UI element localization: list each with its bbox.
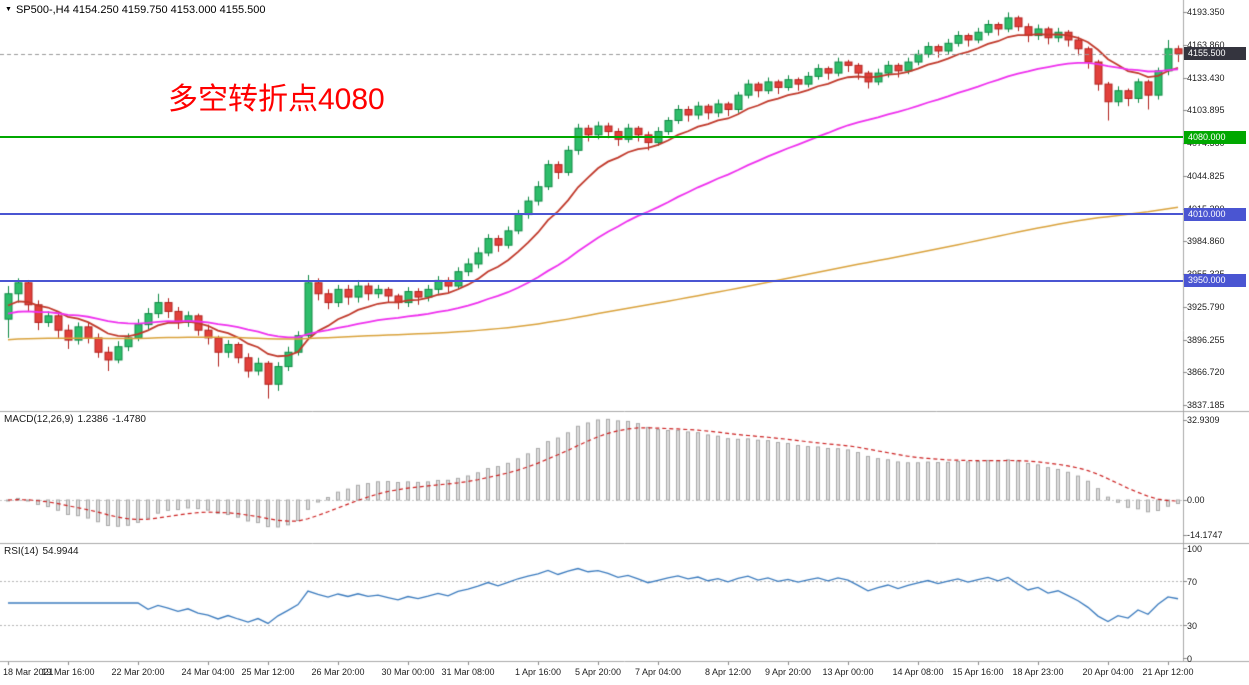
time-axis-label: 30 Mar 00:00 xyxy=(381,667,435,677)
time-axis-label: 7 Apr 04:00 xyxy=(634,667,682,677)
time-axis-label: 20 Apr 04:00 xyxy=(1082,667,1134,677)
price-tick-label: 4193.350 xyxy=(1187,7,1225,17)
price-tick-label: 4044.825 xyxy=(1187,170,1225,181)
macd-header: MACD(12,26,9) 1.2386 -1.4780 xyxy=(4,414,150,425)
price-tick-label: 3866.720 xyxy=(1187,367,1225,378)
rsi-axis-label: 70 xyxy=(1187,577,1198,587)
price-tick-label: 4133.430 xyxy=(1187,72,1225,83)
symbol-info: ▼ SP500-,H4 4154.250 4159.750 4153.000 41… xyxy=(5,4,266,16)
current-price-tag: 4155.500 xyxy=(1184,47,1246,61)
macd-axis-label: 32.9309 xyxy=(1187,414,1220,425)
horizontal-line-4010[interactable] xyxy=(0,213,1183,216)
price-tick-label: 3896.255 xyxy=(1187,334,1225,345)
collapse-triangle-icon[interactable]: ▼ xyxy=(5,6,12,13)
time-axis-label: 19 Mar 16:00 xyxy=(41,667,95,677)
macd-signal-value: -1.4780 xyxy=(112,414,146,425)
time-axis-label: 8 Apr 12:00 xyxy=(704,667,752,677)
rsi-label: RSI(14) xyxy=(4,546,39,557)
time-axis-label: 14 Apr 08:00 xyxy=(892,667,944,677)
price-tag-4080: 4080.000 xyxy=(1184,130,1246,144)
price-tick-label: 3984.860 xyxy=(1187,236,1225,247)
macd-axis-label: 0.00 xyxy=(1187,495,1205,505)
price-tick-label: 3955.325 xyxy=(1187,269,1225,279)
price-tick-label: 4163.860 xyxy=(1187,39,1225,50)
macd-axis-label: -14.1747 xyxy=(1187,529,1223,540)
price-tag-4010: 4010.000 xyxy=(1184,207,1246,221)
macd-value: 1.2386 xyxy=(77,414,109,425)
time-axis-label: 15 Apr 16:00 xyxy=(952,667,1004,677)
time-axis-label: 31 Mar 08:00 xyxy=(441,667,495,677)
time-axis-label: 5 Apr 20:00 xyxy=(574,667,622,677)
macd-label: MACD(12,26,9) xyxy=(4,414,74,425)
time-axis-label: 18 Apr 23:00 xyxy=(1012,667,1064,677)
price-tick-label: 3925.790 xyxy=(1187,301,1225,312)
rsi-axis-label: 0 xyxy=(1187,654,1193,664)
time-axis-label: 1 Apr 16:00 xyxy=(514,667,562,677)
time-axis-label: 21 Apr 12:00 xyxy=(1142,667,1194,677)
rsi-axis-label: 100 xyxy=(1187,544,1203,554)
price-tick-label: 3837.185 xyxy=(1187,400,1225,410)
price-tag-3950: 3950.000 xyxy=(1184,274,1246,288)
annotation-text: 多空转折点4080 xyxy=(168,83,385,116)
rsi-header: RSI(14) 54.9944 xyxy=(4,546,83,557)
symbol-ohlc-text: SP500-,H4 4154.250 4159.750 4153.000 415… xyxy=(15,4,266,16)
price-tick-label: 4103.895 xyxy=(1187,105,1225,116)
time-axis-label: 24 Mar 04:00 xyxy=(181,667,235,677)
rsi-value: 54.9944 xyxy=(42,546,79,557)
time-axis-label: 13 Apr 00:00 xyxy=(822,667,874,677)
time-axis-label: 25 Mar 12:00 xyxy=(241,667,295,677)
time-axis-label: 26 Mar 20:00 xyxy=(311,667,365,677)
horizontal-line-3950[interactable] xyxy=(0,279,1183,282)
time-axis-label: 18 Mar 2021 xyxy=(3,667,54,677)
rsi-axis-label: 30 xyxy=(1187,621,1198,631)
horizontal-line-4080[interactable] xyxy=(0,136,1183,139)
price-scale[interactable] xyxy=(1184,0,1249,661)
time-axis-label: 9 Apr 20:00 xyxy=(764,667,812,677)
time-axis-label: 22 Mar 20:00 xyxy=(111,667,165,677)
